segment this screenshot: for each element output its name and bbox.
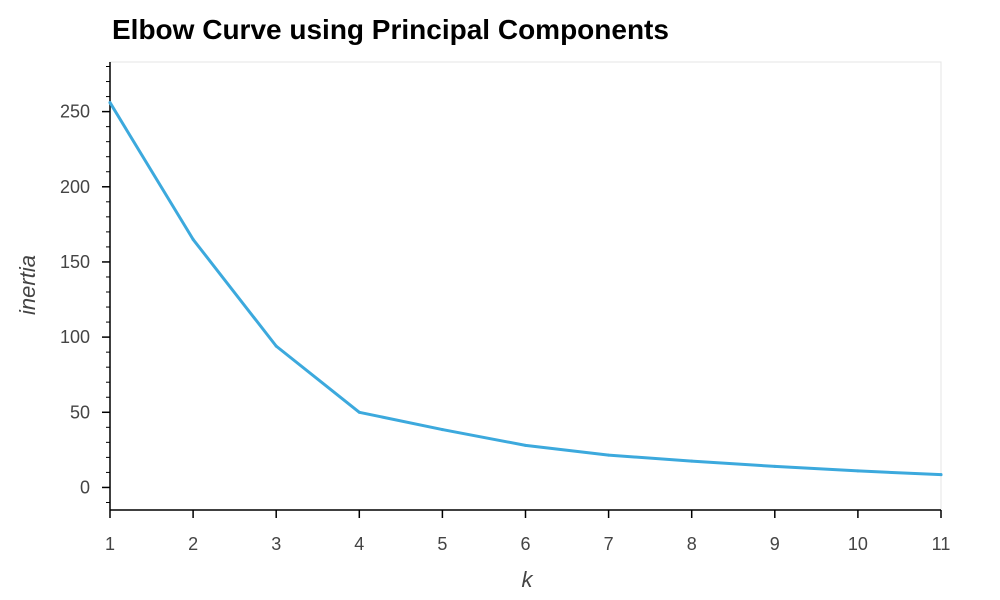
x-tick-label: 4 (354, 534, 364, 554)
data-point-k11 (939, 473, 943, 477)
x-tick-label: 5 (437, 534, 447, 554)
data-point-k1 (108, 101, 112, 105)
y-axis-title: inertia (15, 255, 40, 315)
x-axis-title: k (522, 567, 534, 592)
data-point-k8 (690, 459, 694, 463)
y-tick-label: 200 (60, 177, 90, 197)
data-point-k4 (357, 410, 361, 414)
data-point-k9 (773, 464, 777, 468)
y-tick-label: 100 (60, 327, 90, 347)
y-tick-label: 150 (60, 252, 90, 272)
x-axis: 1 2 3 4 5 6 7 8 9 10 11 (105, 509, 951, 554)
data-point-k3 (274, 344, 278, 348)
data-point-k5 (440, 428, 444, 432)
x-tick-label: 2 (188, 534, 198, 554)
data-point-k7 (607, 453, 611, 457)
y-tick-label: 0 (80, 477, 90, 497)
x-tick-label: 10 (848, 534, 868, 554)
x-tick-label: 3 (271, 534, 281, 554)
series-line-0 (108, 101, 943, 477)
data-point-k2 (191, 237, 195, 241)
y-axis: 0 50 100 150 200 250 (60, 62, 111, 510)
x-tick-label: 9 (770, 534, 780, 554)
x-tick-label: 6 (520, 534, 530, 554)
y-tick-label: 250 (60, 102, 90, 122)
x-tick-label: 1 (105, 534, 115, 554)
plot-outline (109, 61, 942, 511)
x-tick-label: 11 (932, 534, 951, 554)
x-tick-label: 8 (687, 534, 697, 554)
data-point-k6 (524, 443, 527, 447)
plot-frame (109, 61, 942, 511)
y-tick-label: 50 (70, 402, 90, 422)
data-point-k10 (856, 469, 860, 473)
series-layer (108, 101, 943, 477)
chart-title: Elbow Curve using Principal Components (112, 14, 669, 45)
x-tick-label: 7 (604, 534, 614, 554)
